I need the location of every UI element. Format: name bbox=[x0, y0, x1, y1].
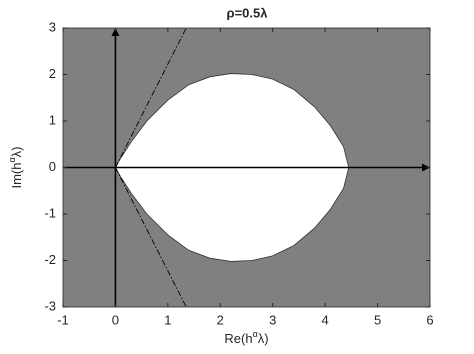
y-tick-label: 3 bbox=[49, 19, 56, 34]
asymptote bbox=[115, 27, 187, 168]
x-axis-label-part: Re(h bbox=[224, 331, 252, 346]
x-axis-label-part: λ) bbox=[258, 331, 269, 346]
chart-title: ρ=0.5λ bbox=[227, 5, 269, 20]
x-axis-label: Re(hαλ) bbox=[224, 329, 268, 346]
x-tick-label: 4 bbox=[322, 312, 329, 327]
y-axis-label: Im(hαλ) bbox=[7, 146, 24, 188]
y-tick-label: -2 bbox=[44, 252, 56, 267]
x-tick-label: 5 bbox=[374, 312, 381, 327]
x-axis-label-part: α bbox=[253, 329, 258, 339]
y-tick-label: 1 bbox=[49, 112, 56, 127]
x-tick-label: -1 bbox=[57, 312, 69, 327]
asymptote bbox=[115, 167, 187, 308]
x-tick-label: 0 bbox=[112, 312, 119, 327]
y-axis-label-part: α bbox=[7, 157, 17, 162]
y-tick-label: -3 bbox=[44, 298, 56, 313]
x-tick-label: 1 bbox=[164, 312, 171, 327]
y-tick-label: 2 bbox=[49, 66, 56, 81]
x-tick-label: 6 bbox=[426, 312, 433, 327]
y-tick-label: -1 bbox=[44, 205, 56, 220]
y-axis-label-part: λ) bbox=[9, 146, 24, 157]
x-tick-label: 3 bbox=[269, 312, 276, 327]
y-axis-label-part: Im(h bbox=[9, 163, 24, 189]
y-tick-label: 0 bbox=[49, 159, 56, 174]
x-tick-label: 2 bbox=[217, 312, 224, 327]
